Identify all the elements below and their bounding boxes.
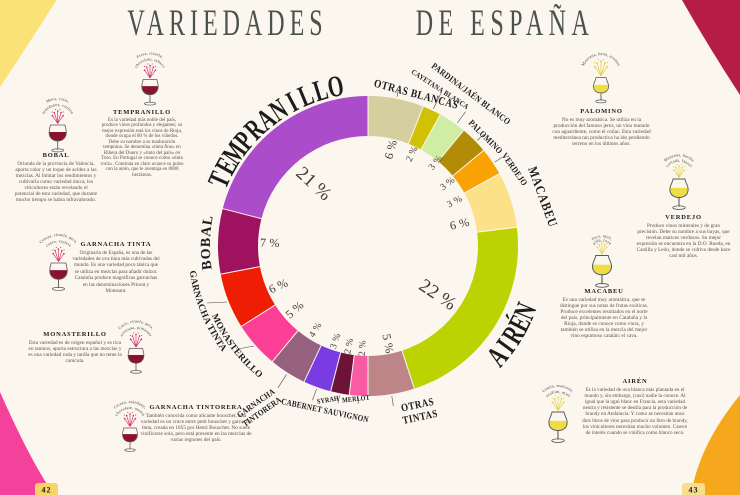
svg-text:Pera, miel,: Pera, miel,	[590, 233, 613, 242]
svg-text:5 %: 5 %	[379, 333, 397, 355]
svg-text:3 %: 3 %	[329, 332, 344, 350]
svg-text:VARIEDADES: VARIEDADES	[127, 2, 327, 44]
svg-text:42: 42	[42, 486, 52, 495]
svg-text:cuero, violeta: cuero, violeta	[44, 238, 72, 247]
svg-text:GARNACHA TINTA: GARNACHA TINTA	[187, 270, 228, 354]
svg-text:Mora, casis,: Mora, casis,	[45, 96, 70, 105]
svg-text:O: O	[324, 68, 346, 105]
svg-text:DE ESPAÑA: DE ESPAÑA	[416, 2, 595, 44]
svg-text:21 %: 21 %	[292, 163, 336, 206]
svg-text:7 %: 7 %	[260, 236, 280, 250]
svg-text:azafrán, miel: azafrán, miel	[544, 389, 572, 399]
svg-text:SYRAH: SYRAH	[317, 395, 340, 406]
svg-text:2 %: 2 %	[358, 340, 369, 357]
svg-text:6 %: 6 %	[267, 275, 291, 296]
svg-text:22 %: 22 %	[415, 275, 460, 315]
svg-text:BOBAL: BOBAL	[199, 214, 217, 271]
svg-text:Fresa, ciruela,: Fresa, ciruela,	[136, 50, 165, 60]
svg-text:piña, rosa: piña, rosa	[591, 237, 613, 245]
svg-text:6 %: 6 %	[382, 138, 401, 161]
svg-text:2 %: 2 %	[343, 337, 356, 355]
svg-text:4 %: 4 %	[308, 321, 325, 340]
svg-text:3 %: 3 %	[446, 194, 465, 210]
svg-text:43: 43	[689, 486, 699, 495]
svg-text:5 %: 5 %	[283, 298, 307, 322]
svg-text:MERLOT: MERLOT	[342, 394, 371, 405]
svg-text:MACABEU: MACABEU	[525, 164, 561, 229]
svg-text:6 %: 6 %	[448, 215, 471, 233]
